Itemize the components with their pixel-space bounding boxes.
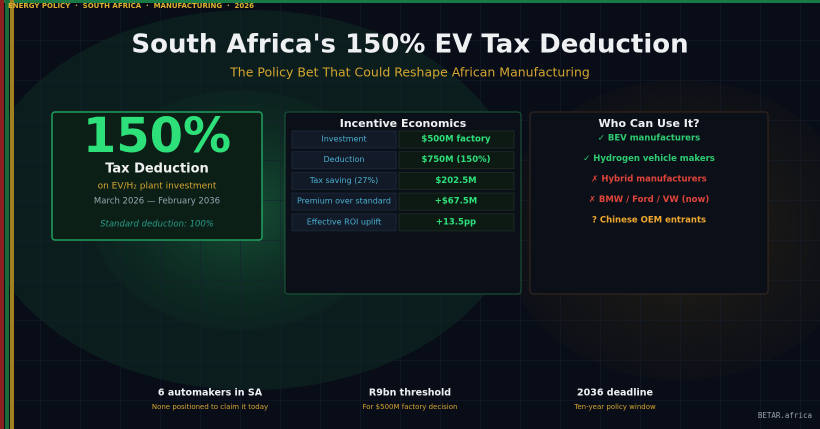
row-value: $500M factory (421, 135, 491, 145)
top-bar (0, 0, 820, 3)
hero-period: March 2026 — February 2036 (94, 197, 220, 207)
eligibility-card (529, 111, 769, 295)
stat-value: 2036 deadline (577, 388, 653, 399)
label-cell (291, 130, 397, 149)
eligibility-item: ? Chinese OEM entrants (592, 216, 706, 226)
hero-detail: on EV/H₂ plant investment (98, 182, 217, 192)
eligibility-item: ✗ BMW / Ford / VW (now) (589, 195, 710, 205)
hero-card (51, 111, 263, 241)
tagline: ENERGY POLICY · SOUTH AFRICA · MANUFACTU… (8, 2, 254, 10)
row-value: $202.5M (435, 176, 476, 186)
row-label: Deduction (324, 155, 365, 164)
stat-value: R9bn threshold (369, 388, 451, 399)
label-cell (291, 213, 397, 232)
value-cell (398, 130, 515, 149)
row-value: +$67.5M (435, 197, 477, 207)
value-cell (398, 171, 515, 190)
eligibility-title: Who Can Use It? (598, 117, 699, 130)
eligibility-item: ✓ Hydrogen vehicle makers (583, 154, 715, 164)
subtitle: The Policy Bet That Could Reshape Africa… (229, 65, 590, 80)
eligibility-list: ✓ BEV manufacturers ✓ Hydrogen vehicle ma… (583, 134, 715, 226)
label-cell (291, 151, 397, 170)
eligibility-item: ✗ Hybrid manufacturers (591, 175, 706, 185)
row-label: Tax saving (27%) (309, 176, 378, 185)
title: South Africa's 150% EV Tax Deduction (131, 30, 688, 60)
value-cell (398, 192, 515, 211)
stat-label: None positioned to claim it today (152, 403, 268, 411)
stripe (5, 0, 9, 429)
row-value: $750M (150%) (421, 155, 490, 165)
stripe (10, 0, 14, 429)
row-label: Effective ROI uplift (307, 217, 382, 226)
row-value: +13.5pp (436, 217, 476, 227)
stat-label: Ten-year policy window (573, 403, 656, 411)
value-cell (398, 213, 515, 232)
brand: BETAR.africa (758, 411, 812, 420)
row-label: Premium over standard (297, 197, 391, 206)
stat-label: For $500M factory decision (363, 403, 458, 411)
hero-figure: 150% (83, 108, 231, 164)
table-rows: Investment $500M factory Deduction $750M (1… (291, 130, 515, 232)
label-cell (291, 192, 397, 211)
hero-label: Tax Deduction (105, 162, 209, 177)
stats: 6 automakers in SA None positioned to cla… (152, 388, 656, 412)
stripe (0, 0, 4, 429)
stat-value: 6 automakers in SA (158, 388, 263, 399)
eligibility-item: ✓ BEV manufacturers (598, 134, 700, 144)
label-cell (291, 171, 397, 190)
value-cell (398, 151, 515, 170)
hero-note: Standard deduction: 100% (100, 220, 214, 230)
row-label: Investment (321, 135, 366, 144)
table-title: Incentive Economics (340, 117, 467, 130)
